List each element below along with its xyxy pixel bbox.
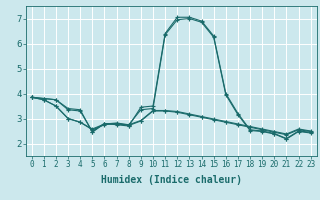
X-axis label: Humidex (Indice chaleur): Humidex (Indice chaleur) [101,175,242,185]
